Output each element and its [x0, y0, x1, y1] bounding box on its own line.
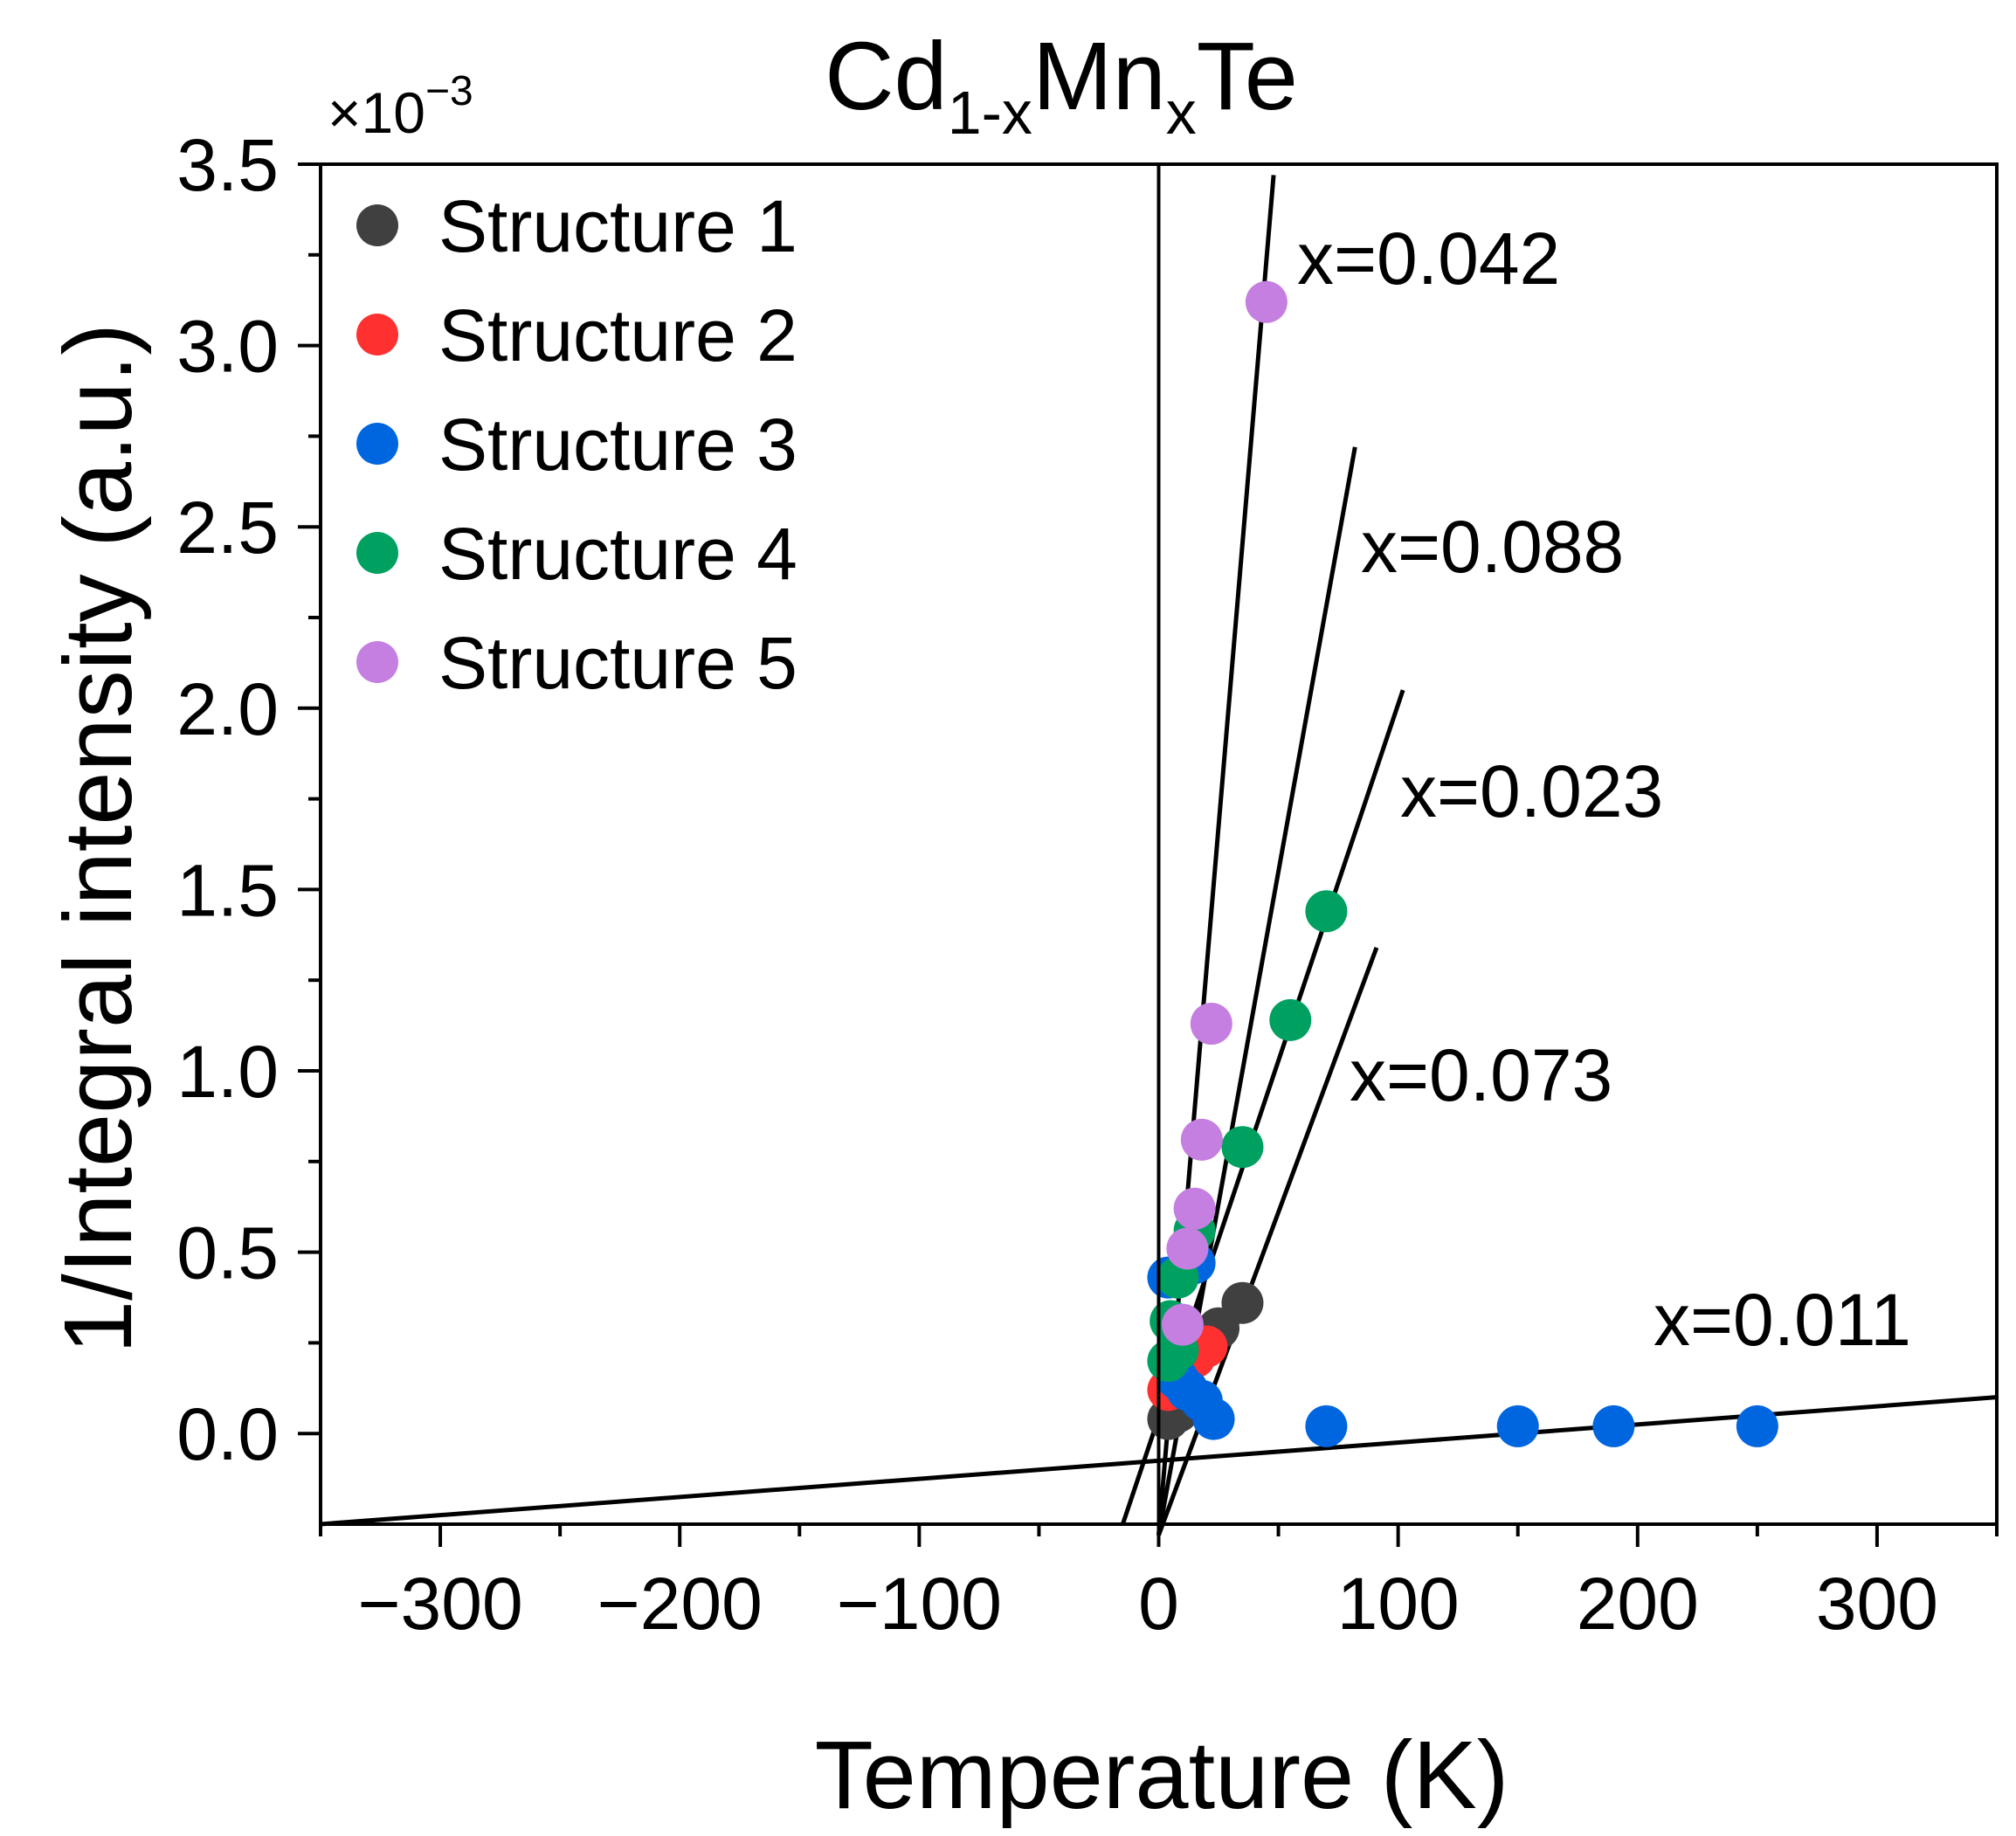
data-point-structure-4 [1269, 998, 1312, 1041]
y-tick-label: 1.0 [176, 1031, 279, 1113]
data-point-structure-5 [1166, 1227, 1209, 1270]
legend-marker [356, 314, 398, 355]
y-axis-title: 1/Integral intensity (a.u.) [45, 323, 152, 1354]
x-tick-label: −100 [837, 1563, 1002, 1645]
x-tick-label: −200 [597, 1563, 763, 1645]
data-point-structure-5 [1245, 280, 1288, 323]
y-multiplier: ×10−3 [328, 68, 473, 145]
y-tick-label: 1.5 [176, 849, 279, 931]
y-tick-label: 2.5 [176, 487, 279, 569]
data-point-structure-1 [1221, 1281, 1264, 1324]
data-point-structure-3 [1496, 1405, 1539, 1447]
data-point-structure-3 [1192, 1398, 1235, 1440]
x-tick-label: 300 [1816, 1563, 1938, 1645]
data-point-structure-5 [1173, 1187, 1216, 1230]
fit-line-label: x=0.023 [1400, 750, 1663, 832]
legend-label: Structure 2 [438, 294, 797, 376]
legend-label: Structure 3 [438, 404, 797, 486]
legend-marker [356, 423, 398, 465]
legend-marker [356, 641, 398, 683]
data-point-structure-4 [1221, 1126, 1264, 1169]
axes [298, 162, 1999, 1547]
data-point-structure-3 [1736, 1405, 1778, 1447]
legend-marker [356, 532, 398, 574]
data-points [1147, 280, 1778, 1447]
data-point-structure-4 [1305, 890, 1348, 933]
legend-marker [356, 204, 398, 246]
data-point-structure-3 [1305, 1405, 1348, 1447]
fit-line-label: x=0.011 [1654, 1279, 1911, 1361]
data-point-structure-5 [1190, 1003, 1232, 1046]
data-point-structure-5 [1180, 1118, 1223, 1161]
chart-title: Cd1-xMnxTe [825, 23, 1298, 147]
legend-label: Structure 1 [438, 185, 797, 267]
tick-labels: −300 −200 −100 0 100 200 300 0.0 0.5 1.0 1.5 2.0 2.5… [176, 124, 1938, 1645]
y-tick-label: 0.0 [176, 1393, 279, 1475]
fit-line-label: x=0.073 [1350, 1034, 1612, 1116]
x-tick-label: 0 [1138, 1563, 1179, 1645]
data-point-structure-5 [1161, 1303, 1204, 1346]
legend-label: Structure 4 [438, 513, 797, 595]
fit-labels: x=0.042 x=0.088 x=0.023 x=0.073 x=0.011 [1297, 217, 1911, 1361]
fit-line [1156, 946, 1379, 1536]
fit-line-label: x=0.042 [1297, 217, 1560, 300]
legend-label: Structure 5 [438, 622, 797, 704]
y-tick-label: 2.0 [176, 668, 279, 750]
x-tick-label: 200 [1577, 1563, 1699, 1645]
fit-line-label: x=0.088 [1361, 506, 1624, 588]
x-tick-label: 100 [1337, 1563, 1460, 1645]
data-point-structure-3 [1592, 1405, 1635, 1447]
x-axis-title: Temperature (K) [815, 1722, 1509, 1829]
y-tick-label: 0.5 [176, 1212, 279, 1294]
x-tick-label: −300 [357, 1563, 522, 1645]
legend: Structure 1 Structure 2 Structure 3 Structu… [356, 185, 797, 704]
y-tick-label: 3.5 [176, 124, 279, 206]
y-tick-label: 3.0 [176, 306, 279, 388]
